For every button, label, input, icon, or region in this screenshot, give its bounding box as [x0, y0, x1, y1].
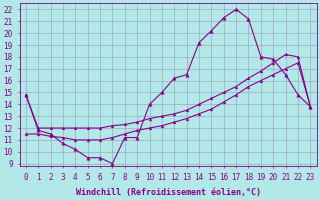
X-axis label: Windchill (Refroidissement éolien,°C): Windchill (Refroidissement éolien,°C) [76, 188, 260, 197]
